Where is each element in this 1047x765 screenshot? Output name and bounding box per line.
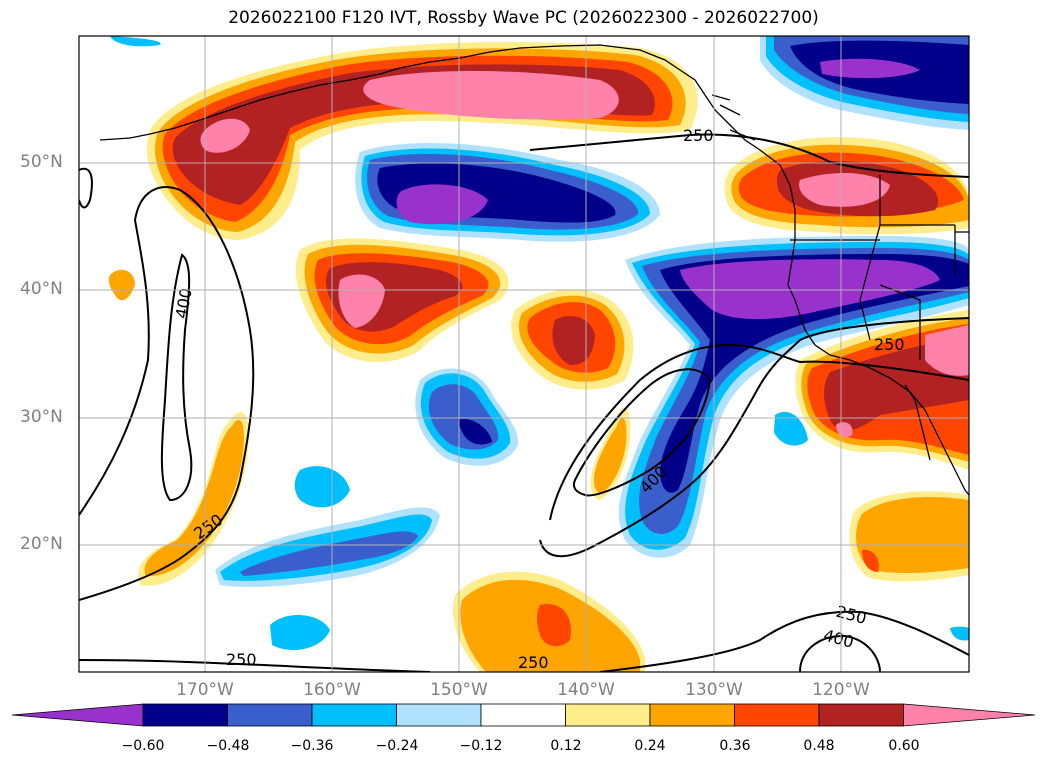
negative-anomaly-northeast bbox=[110, 36, 969, 130]
colorbar-tick-label: 0.60 bbox=[888, 738, 920, 754]
colorbar-tick-label: −0.36 bbox=[290, 738, 334, 754]
lon-label: 130°W bbox=[685, 680, 743, 700]
ivt-shading-layer: 400 250 250 400 250 250 250 400 250 bbox=[79, 36, 969, 672]
positive-anomaly-south-central bbox=[452, 571, 969, 672]
colorbar-segment bbox=[734, 703, 820, 727]
coastlines bbox=[99, 44, 969, 496]
map-title: 2026022100 F120 IVT, Rossby Wave PC (202… bbox=[228, 8, 819, 28]
lat-label: 30°N bbox=[20, 407, 63, 427]
positive-anomaly-baja bbox=[849, 491, 969, 582]
lon-label: 120°W bbox=[812, 680, 870, 700]
negative-anomaly-150w bbox=[415, 368, 519, 466]
contour-label: 250 bbox=[226, 650, 257, 669]
negative-anomaly-pacific-band bbox=[618, 236, 969, 558]
colorbar bbox=[11, 703, 1036, 727]
positive-anomaly-135w bbox=[590, 407, 631, 500]
colorbar-segment bbox=[227, 703, 313, 727]
colorbar-segment bbox=[142, 703, 228, 727]
gridlines bbox=[79, 36, 969, 672]
lon-label: 170°W bbox=[176, 680, 234, 700]
positive-anomaly-140w bbox=[511, 289, 634, 390]
colorbar-segment bbox=[818, 703, 904, 727]
contour-label: 250 bbox=[683, 126, 714, 145]
colorbar-extend-max bbox=[903, 703, 1036, 727]
lat-label: 20°N bbox=[20, 534, 63, 554]
colorbar-tick-label: 0.12 bbox=[550, 738, 582, 754]
colorbar-tick-label: −0.12 bbox=[459, 738, 503, 754]
lon-label: 150°W bbox=[430, 680, 488, 700]
map-frame bbox=[78, 35, 970, 673]
colorbar-tick-label: 0.36 bbox=[719, 738, 751, 754]
lon-label: 140°W bbox=[557, 680, 615, 700]
colorbar-extend-min bbox=[11, 703, 144, 727]
positive-anomaly-170w-streak bbox=[108, 269, 250, 586]
positive-anomaly-pacific-northwest bbox=[724, 137, 969, 235]
colorbar-segment bbox=[311, 703, 397, 727]
colorbar-segment bbox=[396, 703, 482, 727]
lat-label: 40°N bbox=[20, 279, 63, 299]
colorbar-segment bbox=[565, 703, 651, 727]
positive-anomaly-alaska bbox=[146, 42, 698, 240]
positive-anomaly-central-pacific bbox=[295, 238, 509, 362]
lon-label: 160°W bbox=[303, 680, 361, 700]
colorbar-segment bbox=[480, 703, 566, 727]
negative-anomaly-hawaii bbox=[215, 466, 440, 650]
contour-label: 250 bbox=[518, 653, 549, 672]
colorbar-tick-label: 0.48 bbox=[803, 738, 835, 754]
colorbar-tick-label: −0.24 bbox=[375, 738, 419, 754]
colorbar-segment bbox=[649, 703, 735, 727]
colorbar-tick-label: 0.24 bbox=[634, 738, 666, 754]
negative-anomaly-north-pacific bbox=[355, 142, 660, 242]
lat-label: 50°N bbox=[20, 152, 63, 172]
colorbar-tick-label: −0.60 bbox=[121, 738, 165, 754]
colorbar-tick-label: −0.48 bbox=[206, 738, 250, 754]
contour-label: 250 bbox=[874, 335, 905, 354]
